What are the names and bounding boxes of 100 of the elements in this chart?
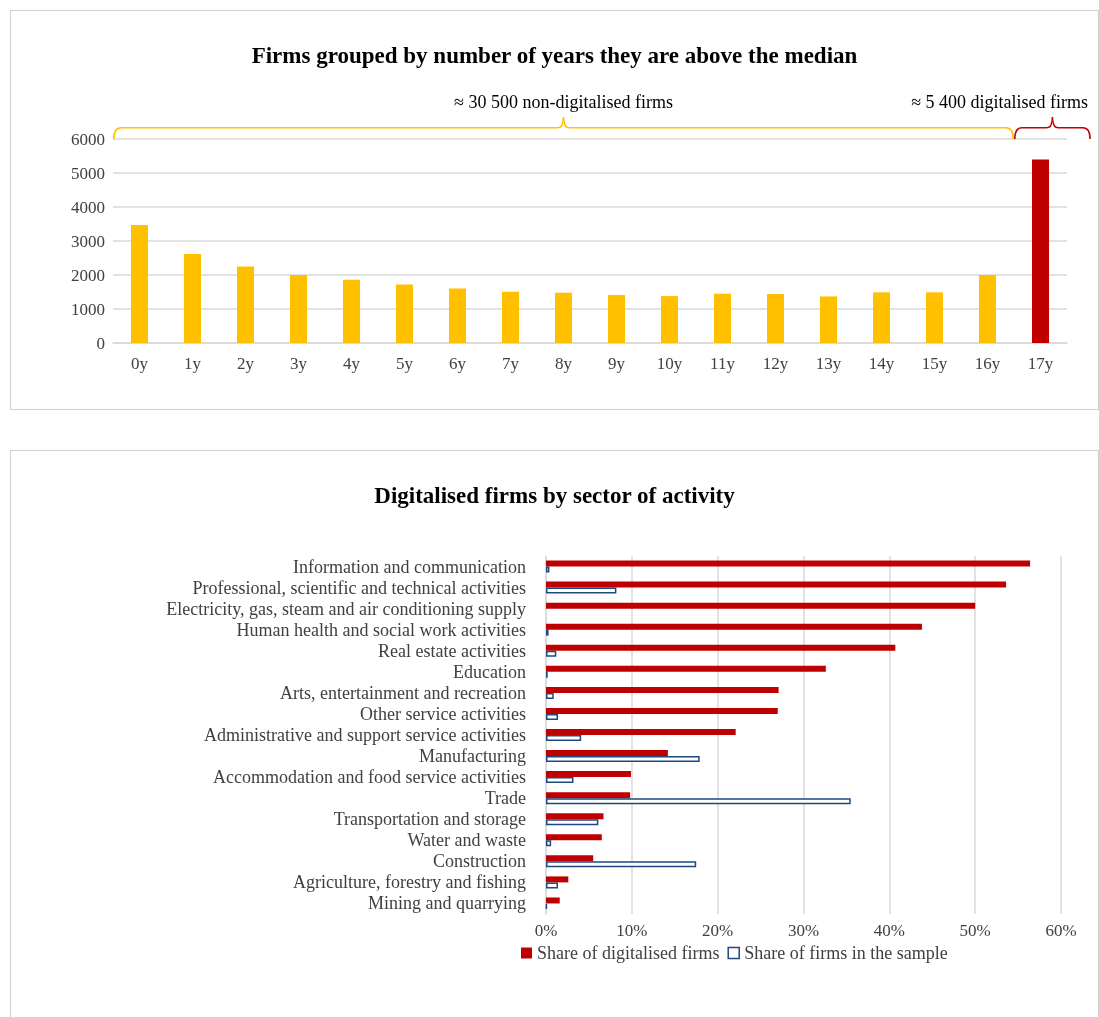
y-tick-label: Transportation and storage — [333, 809, 526, 830]
y-tick-label: 4000 — [71, 197, 105, 217]
bar — [546, 813, 604, 820]
bar — [767, 294, 784, 343]
y-tick-label: Human health and social work activities — [236, 619, 526, 640]
x-tick-label: 13y — [815, 354, 842, 373]
x-tick-label: 0% — [534, 921, 558, 940]
y-tick-label: Other service activities — [360, 703, 526, 724]
bar — [546, 650, 557, 657]
legend-label: Share of digitalised firms — [537, 943, 720, 963]
x-tick-label: 5y — [396, 354, 414, 373]
y-tick-label: Agriculture, forestry and fishing — [293, 872, 526, 893]
bar — [546, 560, 1031, 567]
bar — [546, 792, 631, 799]
bar — [546, 882, 559, 889]
bar — [546, 834, 602, 841]
bar — [546, 756, 700, 763]
x-tick-label: 4y — [343, 354, 361, 373]
bar — [926, 292, 943, 343]
x-tick-label: 11y — [710, 354, 736, 373]
x-tick-label: 10% — [616, 921, 648, 940]
bar — [546, 602, 976, 609]
bar — [546, 861, 697, 868]
x-tick-label: 40% — [873, 921, 905, 940]
x-tick-label: 1y — [184, 354, 202, 373]
y-tick-label: Real estate activities — [378, 640, 526, 661]
x-tick-label: 7y — [502, 354, 520, 373]
bar — [546, 750, 668, 757]
y-tick-label: Education — [453, 661, 526, 682]
bar — [546, 729, 736, 735]
x-tick-label: 17y — [1027, 354, 1054, 373]
chart-title: Digitalised firms by sector of activity — [374, 483, 736, 508]
x-tick-label: 10y — [656, 354, 683, 373]
y-tick-label: Electricity, gas, steam and air conditioning supply — [166, 598, 526, 619]
y-tick-label: Water and waste — [407, 830, 526, 851]
y-tick-label: Information and communication — [293, 556, 526, 577]
x-tick-label: 50% — [959, 921, 991, 940]
x-tick-label: 9y — [608, 354, 626, 373]
bar — [546, 855, 594, 862]
bar — [546, 771, 631, 778]
y-tick-label: Accommodation and food service activities — [213, 767, 526, 788]
bar — [546, 581, 1007, 588]
y-tick-label: 6000 — [71, 129, 105, 149]
text: ≈ 5 400 digitalised firms — [911, 92, 1089, 112]
x-tick-label: 6y — [449, 354, 467, 373]
x-tick-label: 3y — [290, 354, 308, 373]
bar — [661, 296, 678, 343]
bar — [608, 295, 625, 343]
bar — [502, 291, 519, 343]
bar — [546, 587, 617, 594]
y-tick-label: Mining and quarrying — [368, 893, 526, 914]
bar — [546, 735, 582, 741]
bar — [343, 279, 360, 343]
bar — [449, 288, 466, 343]
x-tick-label: 8y — [555, 354, 573, 373]
bar — [546, 644, 896, 651]
bar — [184, 253, 201, 343]
y-tick-label: Trade — [484, 788, 526, 809]
bar — [290, 275, 307, 343]
bar — [546, 840, 552, 847]
y-tick-label: Administrative and support service activities — [204, 725, 526, 745]
x-tick-label: 14y — [868, 354, 895, 373]
bar — [546, 686, 779, 693]
bar — [979, 275, 996, 343]
y-tick-label: 3000 — [71, 231, 105, 251]
bar — [546, 819, 599, 826]
bar — [396, 284, 413, 343]
y-tick-label: Construction — [433, 851, 526, 872]
bar — [873, 292, 890, 343]
bar — [1032, 159, 1049, 343]
chart-title: Firms grouped by number of years they are above the median — [251, 43, 858, 68]
bar — [546, 798, 851, 805]
bar — [546, 713, 559, 720]
y-tick-label: Manufacturing — [419, 746, 526, 767]
bar — [546, 777, 574, 784]
y-tick-label: 0 — [96, 333, 105, 353]
bar — [820, 296, 837, 343]
x-tick-label: 30% — [787, 921, 820, 940]
y-tick-label: 5000 — [71, 163, 105, 183]
y-tick-label: 2000 — [71, 265, 105, 285]
x-tick-label: 20% — [702, 921, 734, 940]
bar — [546, 897, 560, 904]
bar — [714, 293, 731, 343]
bar — [546, 707, 778, 714]
bar — [546, 665, 826, 672]
y-tick-label: Arts, entertainment and recreation — [280, 682, 526, 703]
x-tick-label: 2y — [237, 354, 255, 373]
bar — [546, 876, 569, 883]
bar — [546, 623, 922, 630]
y-tick-label: 1000 — [71, 299, 105, 319]
x-tick-label: 15y — [921, 354, 948, 373]
text: ≈ 30 500 non-digitalised firms — [454, 92, 673, 112]
x-tick-label: 16y — [974, 354, 1001, 373]
bar — [555, 292, 572, 343]
bar — [131, 225, 148, 343]
x-tick-label: 12y — [762, 354, 789, 373]
legend-label: Share of firms in the sample — [744, 943, 948, 963]
bar — [546, 692, 554, 699]
y-tick-label: Professional, scientific and technical activities — [192, 577, 526, 598]
bar — [237, 266, 254, 343]
